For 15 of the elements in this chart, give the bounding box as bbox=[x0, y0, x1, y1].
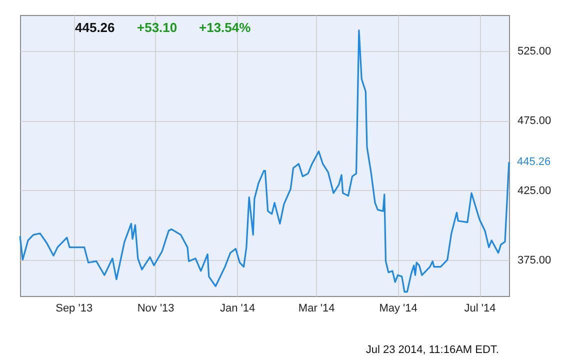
x-tick-label: Jan '14 bbox=[220, 302, 256, 314]
y-tick-label: 475.00 bbox=[518, 115, 552, 128]
annotation: 445.26 bbox=[75, 20, 115, 35]
x-tick-label: May '14 bbox=[379, 302, 418, 314]
x-tick-label: Mar '14 bbox=[298, 302, 335, 314]
y-tick-label: 525.00 bbox=[518, 46, 552, 58]
x-tick-label: Jul '14 bbox=[464, 302, 496, 314]
data-label: 445.26 bbox=[517, 156, 551, 168]
x-tick-label: Sep '13 bbox=[56, 302, 93, 314]
y-tick-label: 425.00 bbox=[518, 184, 552, 197]
annotation: +53.10 bbox=[137, 20, 178, 35]
x-tick-label: Nov '13 bbox=[137, 302, 174, 314]
annotation: +13.54% bbox=[199, 20, 252, 35]
y-tick-label: 375.00 bbox=[518, 254, 552, 266]
text: Jul 23 2014, 11:16AM EDT. bbox=[366, 344, 499, 356]
